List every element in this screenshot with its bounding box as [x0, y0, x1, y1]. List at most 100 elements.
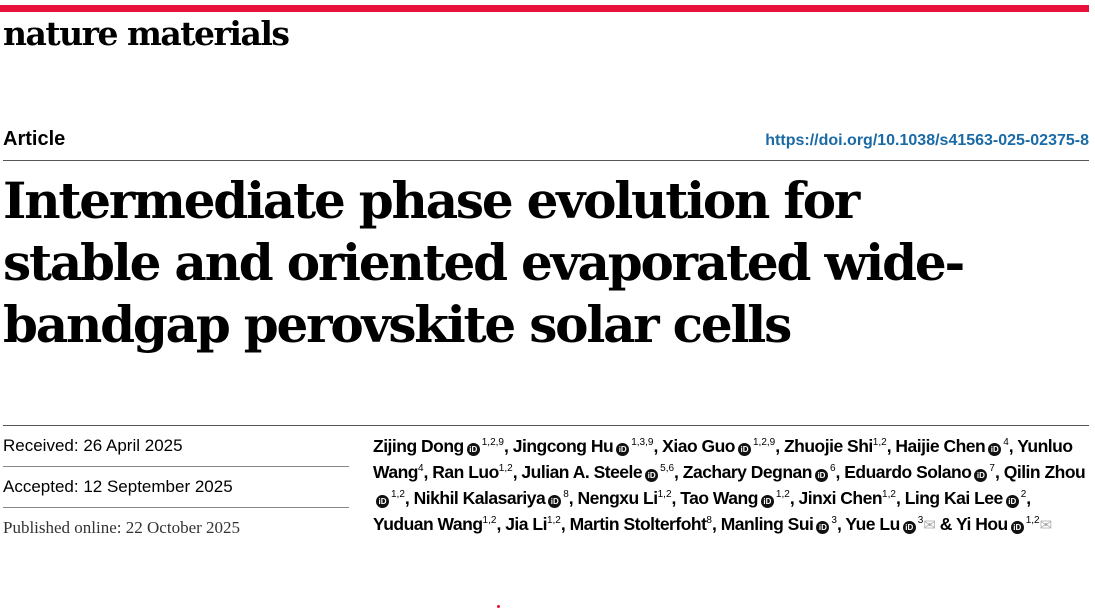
author: Haijie Chen iD4 [895, 436, 1009, 456]
author-name[interactable]: Eduardo Solano [844, 462, 972, 482]
author: Qilin ZhouiD1,2 [373, 462, 1086, 508]
affiliation-superscript: 4 [1003, 437, 1009, 448]
orcid-icon[interactable]: iD [816, 521, 830, 534]
author-name[interactable]: Martin Stolterfoht [569, 514, 707, 534]
affiliation-superscript: 3 [917, 515, 924, 526]
author-name[interactable]: Ling Kai Lee [904, 488, 1004, 508]
author-separator: , [775, 436, 784, 456]
author-name[interactable]: Zhuojie Shi [783, 436, 873, 456]
journal-logo[interactable]: nature materials [3, 14, 290, 53]
author: Jinxi Chen1,2 [799, 488, 896, 508]
author: Zachary Degnan iD6 [683, 462, 836, 482]
author-separator: & [935, 514, 956, 534]
article-type: Article [3, 128, 66, 150]
envelope-icon[interactable]: ✉ [923, 517, 936, 534]
publication-dates: Received: 26 April 2025 Accepted: 12 Sep… [3, 426, 349, 548]
author: Ling Kai Lee iD2 [904, 488, 1027, 508]
divider [3, 425, 1089, 426]
author-name[interactable]: Nikhil Kalasariya [413, 488, 546, 508]
orcid-icon[interactable]: iD [988, 443, 1002, 456]
orcid-icon[interactable]: iD [1005, 495, 1019, 508]
author: Tao Wang iD1,2 [680, 488, 790, 508]
author: Zijing Dong iD1,2,9 [373, 436, 504, 456]
author-name[interactable]: Nengxu Li [577, 488, 659, 508]
author-name[interactable]: Zachary Degnan [682, 462, 813, 482]
author-separator: , [1026, 488, 1031, 508]
author: Yue Lu iD3✉ [845, 514, 936, 534]
accepted-date: Accepted: 12 September 2025 [3, 467, 349, 508]
author-separator: , [886, 436, 896, 456]
affiliation-superscript: 1,2 [482, 515, 497, 526]
author-separator: , [994, 462, 1004, 482]
author-separator: , [711, 514, 721, 534]
orcid-icon[interactable]: iD [1010, 521, 1024, 534]
author-name[interactable]: Yi Hou [955, 514, 1008, 534]
author-name[interactable]: Jia Li [505, 514, 547, 534]
affiliation-superscript: 1,2,9 [481, 437, 504, 448]
author-name[interactable]: Ran Luo [432, 462, 499, 482]
author-name[interactable]: Haijie Chen [895, 436, 986, 456]
orcid-icon[interactable]: iD [466, 443, 480, 456]
marker-dot [497, 605, 500, 608]
affiliation-superscript: 7 [989, 463, 995, 474]
author-name[interactable]: Yuduan Wang [373, 514, 483, 534]
article-title: Intermediate phase evolution for stable … [3, 171, 965, 354]
orcid-icon[interactable]: iD [760, 495, 774, 508]
orcid-icon[interactable]: iD [902, 521, 916, 534]
author: Zhuojie Shi1,2 [784, 436, 887, 456]
orcid-icon[interactable]: iD [645, 469, 659, 482]
affiliation-superscript: 1,2 [391, 489, 405, 500]
author-separator: , [835, 462, 845, 482]
affiliation-superscript: 1,2 [657, 489, 672, 500]
author: Nengxu Li1,2 [578, 488, 672, 508]
orcid-icon[interactable]: iD [974, 469, 988, 482]
affiliation-superscript: 1,2 [872, 437, 887, 448]
orcid-icon[interactable]: iD [737, 443, 751, 456]
author-separator: , [653, 436, 663, 456]
author-separator: , [671, 488, 681, 508]
author-name[interactable]: Tao Wang [680, 488, 758, 508]
author-separator: , [674, 462, 683, 482]
author-separator: , [836, 514, 846, 534]
author-name[interactable]: Qilin Zhou [1003, 462, 1086, 482]
affiliation-superscript: 6 [829, 463, 836, 474]
author-name[interactable]: Yue Lu [845, 514, 900, 534]
author-name[interactable]: Yunluo Wang [373, 436, 1073, 482]
author: Xiao Guo iD1,2,9 [662, 436, 775, 456]
orcid-icon[interactable]: iD [814, 469, 828, 482]
author-separator: , [895, 488, 905, 508]
affiliation-superscript: 1,2 [775, 489, 790, 500]
affiliation-superscript: 3 [831, 515, 837, 526]
orcid-icon[interactable]: iD [548, 495, 562, 508]
affiliation-superscript: 1,2,9 [752, 437, 776, 448]
author: Yi Hou iD1,2✉ [956, 514, 1052, 534]
affiliation-superscript: 5,6 [660, 463, 675, 474]
author: Ran Luo1,2 [432, 462, 512, 482]
author-separator: , [1008, 436, 1018, 456]
author: Yunluo Wang4 [373, 436, 1073, 482]
author-name[interactable]: Jinxi Chen [798, 488, 883, 508]
envelope-icon[interactable]: ✉ [1039, 517, 1053, 534]
affiliation-superscript: 4 [417, 463, 424, 474]
author: Jingcong Hu iD1,3,9 [512, 436, 653, 456]
affiliation-superscript: 1,2 [1025, 515, 1040, 526]
orcid-icon[interactable]: iD [376, 495, 389, 508]
brand-bar [0, 5, 1089, 12]
author: Manling Sui iD3 [721, 514, 837, 534]
author-name[interactable]: Jingcong Hu [512, 436, 614, 456]
author: Yuduan Wang1,2 [373, 514, 496, 534]
affiliation-superscript: 8 [706, 515, 712, 526]
author-separator: , [560, 514, 570, 534]
affiliation-superscript: 8 [563, 489, 569, 500]
author-name[interactable]: Julian A. Steele [521, 462, 643, 482]
author-name[interactable]: Zijing Dong [373, 436, 464, 456]
affiliation-superscript: 1,2 [546, 515, 561, 526]
affiliation-superscript: 1,2 [882, 489, 896, 500]
doi-link[interactable]: https://doi.org/10.1038/s41563-025-02375… [765, 132, 1089, 149]
orcid-icon[interactable]: iD [616, 443, 630, 456]
author-separator: , [503, 436, 513, 456]
affiliation-superscript: 2 [1020, 489, 1027, 500]
author-separator: , [496, 514, 506, 534]
author-name[interactable]: Manling Sui [720, 514, 814, 534]
author-name[interactable]: Xiao Guo [662, 436, 735, 456]
